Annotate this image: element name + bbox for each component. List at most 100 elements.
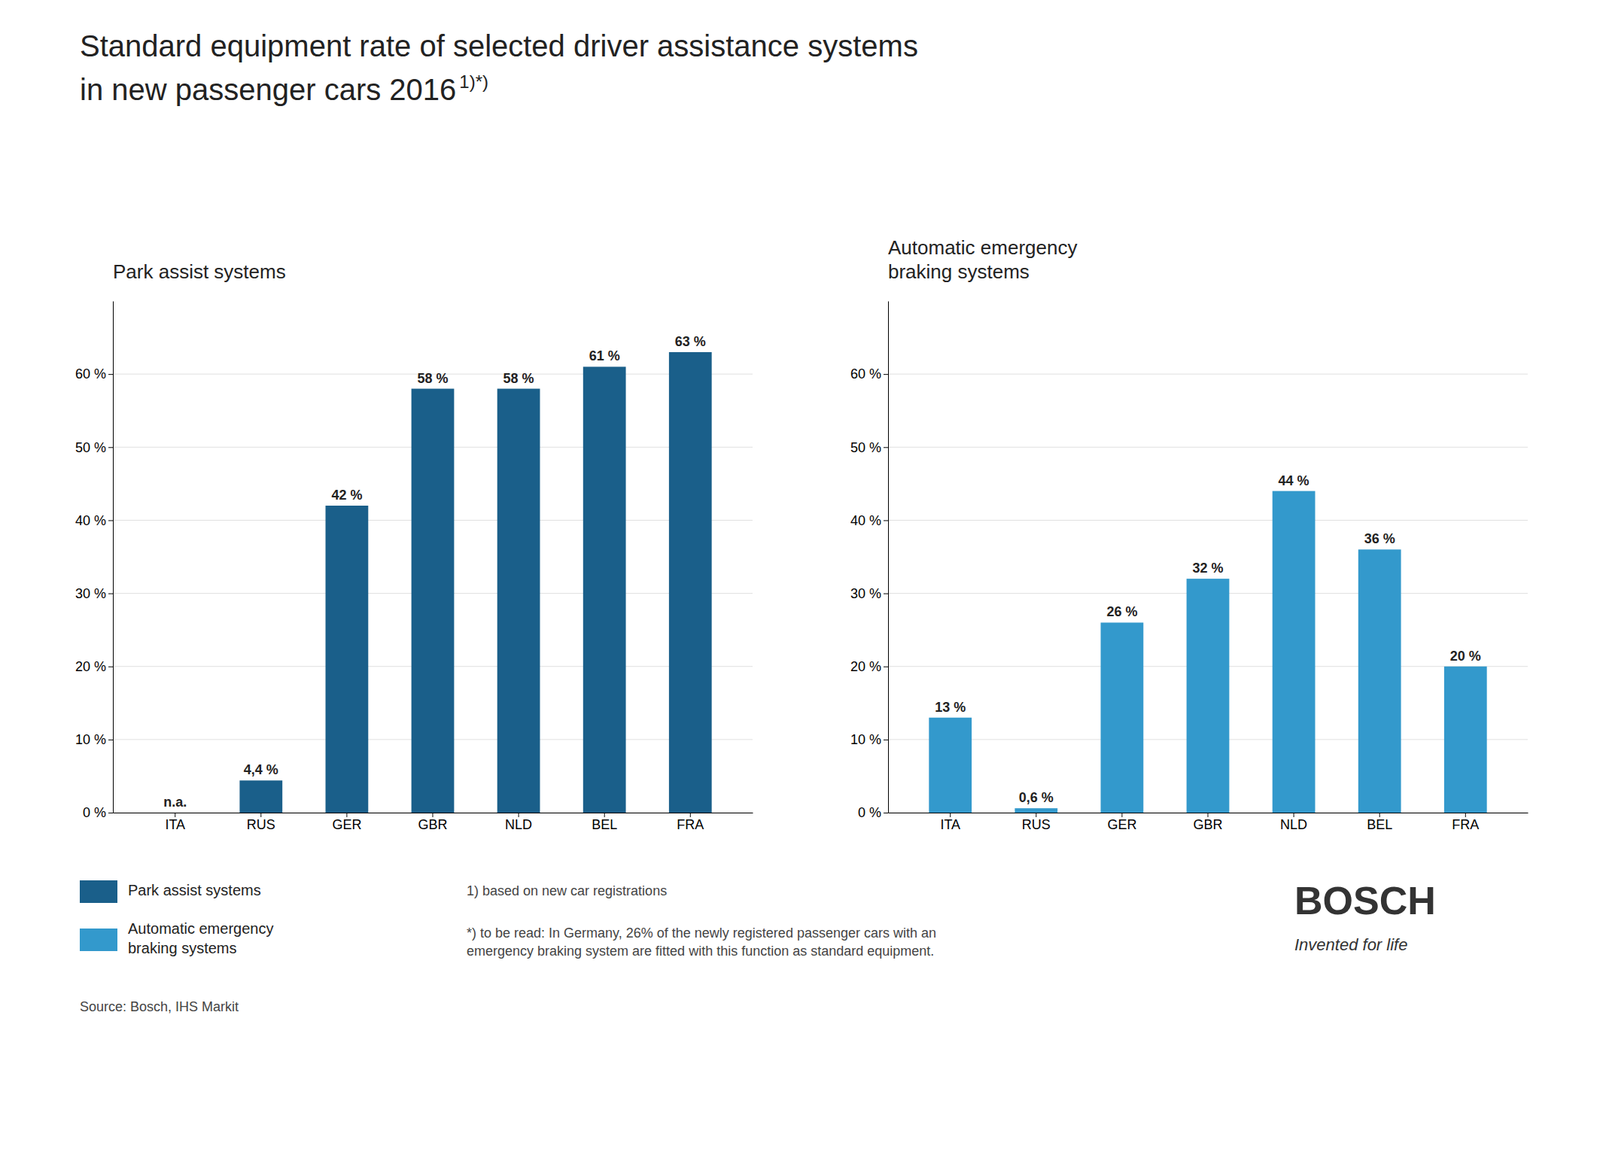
annotation: BOSCH [1294, 879, 1436, 923]
chart: 0 % 10 % 20 % 30 % 40 % 50 % 60 % ITA RUS GER GBR N… [75, 301, 754, 833]
bar [669, 352, 712, 813]
x-tick: GBR [417, 812, 448, 833]
y-tick-label: 0 % [857, 805, 882, 821]
data-label: 61 % [589, 348, 621, 364]
bars [928, 491, 1487, 813]
x-tick-label: FRA [1451, 817, 1479, 833]
y-tick-label: 10 % [75, 732, 107, 748]
chart: 0 %10 %20 %30 %40 %50 %60 %ITARUSGERGBRN… [850, 301, 1529, 833]
data-label: 32 % [1192, 560, 1223, 576]
y-tick-label: 40 % [850, 513, 882, 529]
x-tick-label: GBR [417, 817, 448, 833]
x-axis: ITA RUS GER GBR NLD BEL FRA [113, 812, 754, 833]
x-tick: GER [331, 812, 362, 833]
y-tick-label: 60 % [75, 366, 107, 382]
title-note: 1)*) [459, 71, 489, 92]
data-label: 20 % [1450, 648, 1482, 664]
bar [497, 389, 541, 813]
x-tick: FRA [676, 812, 704, 833]
legend-entry-line: Automatic emergency [127, 920, 274, 937]
data-labels: 13 %0,6 %26 %32 %44 %36 %20 % [934, 473, 1482, 807]
y-tick: 10 % [850, 732, 889, 748]
y-tick-mark [108, 739, 113, 741]
y-tick: 30 % [75, 586, 113, 602]
x-tick-label: RUS [246, 817, 276, 833]
y-tick: 10 % [75, 732, 113, 748]
y-tick-mark [883, 739, 889, 741]
data-label: 36 % [1364, 531, 1396, 547]
x-tick-label: ITA [164, 817, 186, 833]
x-tick-label: BEL [1366, 817, 1393, 833]
y-tick-mark [108, 812, 113, 814]
y-tick: 60 % [75, 366, 113, 382]
data-label: n.a. [163, 794, 187, 810]
chart-title-line: Park assist systems [112, 260, 286, 283]
data-label: 44 % [1278, 473, 1310, 489]
bar [928, 717, 972, 813]
x-tick: ITA [939, 812, 961, 833]
bar [1272, 491, 1316, 813]
chart-page: Standard equipment rate of selected driv… [0, 0, 1600, 1155]
bar [1444, 666, 1488, 813]
data-label: 13 % [934, 699, 966, 715]
data-label: 58 % [416, 371, 448, 387]
footnote: *) to be read: In Germany, 26% of the ne… [466, 925, 937, 959]
y-tick-mark [108, 374, 113, 375]
chart-title-line: Automatic emergency [888, 236, 1077, 259]
bar [1101, 622, 1144, 813]
data-label: 58 % [503, 371, 535, 387]
grid-line [888, 520, 1528, 521]
x-tick-label: GBR [1192, 817, 1223, 833]
title: in new passenger cars 2016 [79, 73, 457, 107]
legend-entry: Park assist systems [127, 882, 262, 899]
y-tick-mark [108, 666, 113, 668]
y-tick: 0 % [82, 805, 113, 821]
x-axis: ITARUSGERGBRNLDBELFRA [888, 812, 1529, 833]
footnote: 1) based on new car registrations [466, 883, 667, 899]
data-label: 63 % [675, 334, 706, 350]
y-axis: 0 % 10 % 20 % 30 % 40 % 50 % 60 % [75, 301, 114, 822]
legend-entry-line: braking systems [127, 939, 238, 957]
y-tick-mark [108, 447, 113, 448]
y-tick-label: 50 % [75, 440, 107, 456]
x-tick-label: GER [1107, 817, 1137, 833]
legend-entry-line: Park assist systems [127, 882, 262, 899]
y-tick: 20 % [850, 659, 889, 675]
y-tick-label: 10 % [850, 732, 882, 748]
grid [888, 374, 1528, 813]
legend: Park assist systems Automatic emergency br… [79, 880, 274, 957]
bar [1358, 549, 1402, 813]
x-tick: FRA [1451, 812, 1479, 833]
x-tick: NLD [504, 812, 533, 833]
y-axis-line [888, 301, 889, 814]
y-tick-mark [883, 447, 889, 448]
y-tick: 60 % [850, 366, 889, 382]
bar [325, 505, 369, 813]
footnote-line: *) to be read: In Germany, 26% of the ne… [466, 925, 937, 941]
y-tick: 50 % [75, 440, 113, 456]
x-tick: BEL [1366, 812, 1393, 833]
footnote-line: 1) based on new car registrations [466, 883, 667, 899]
x-tick-label: FRA [676, 817, 704, 833]
x-tick: RUS [246, 812, 276, 833]
y-tick-mark [883, 666, 889, 668]
y-tick-mark [108, 520, 113, 521]
y-tick-label: 60 % [850, 366, 882, 382]
legend-swatch [79, 880, 118, 904]
legend-swatch [79, 928, 118, 952]
x-tick-label: ITA [939, 817, 961, 833]
x-tick-label: NLD [504, 817, 533, 833]
y-tick: 20 % [75, 659, 113, 675]
legend-entry: Automatic emergency braking systems [127, 920, 274, 957]
chart-title: Park assist systems [112, 260, 286, 283]
title: Standard equipment rate of selected driv… [79, 29, 919, 63]
y-tick: 40 % [75, 513, 113, 529]
x-tick: GER [1107, 812, 1137, 833]
x-tick-label: BEL [591, 817, 618, 833]
bar [239, 780, 283, 813]
y-tick-label: 30 % [850, 586, 882, 602]
grid [112, 374, 753, 813]
bar [1014, 808, 1058, 813]
y-tick-mark [108, 593, 113, 595]
y-tick-mark [883, 374, 889, 375]
